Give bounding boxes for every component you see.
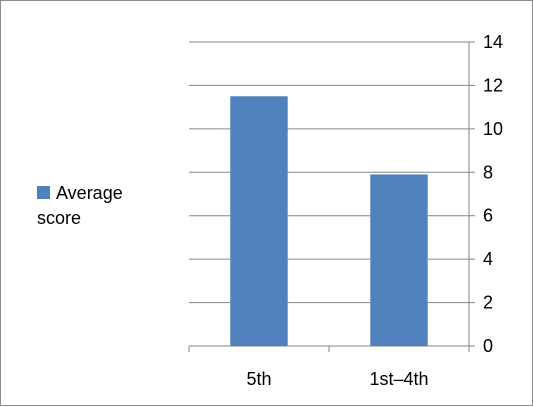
y-tick-label: 12 bbox=[483, 75, 503, 95]
y-tick-label: 14 bbox=[483, 32, 503, 52]
y-tick-label: 0 bbox=[483, 336, 493, 356]
legend-label: Average score bbox=[37, 183, 123, 228]
y-tick-label: 2 bbox=[483, 293, 493, 313]
legend-swatch bbox=[37, 186, 50, 199]
x-tick-label: 5th bbox=[246, 369, 271, 389]
y-tick-label: 8 bbox=[483, 162, 493, 182]
y-tick-label: 4 bbox=[483, 249, 493, 269]
x-tick-label: 1st–4th bbox=[369, 369, 428, 389]
y-tick-label: 10 bbox=[483, 119, 503, 139]
legend: Average score bbox=[37, 181, 167, 231]
bar bbox=[230, 96, 288, 347]
bar bbox=[370, 174, 428, 346]
y-tick-label: 6 bbox=[483, 206, 493, 226]
